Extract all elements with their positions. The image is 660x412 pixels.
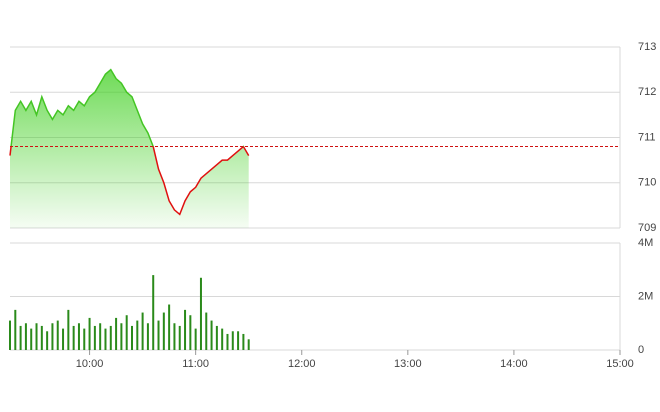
price-line-above: [10, 68, 245, 147]
volume-bar: [19, 325, 22, 350]
volume-bar: [93, 325, 96, 350]
volume-bar: [173, 323, 176, 350]
volume-bar: [56, 320, 59, 350]
volume-bar: [215, 325, 218, 350]
volume-bar: [131, 325, 133, 350]
volume-bar: [120, 323, 123, 350]
volume-bar: [184, 309, 187, 350]
volume-bar: [205, 312, 208, 350]
volume-bar: [35, 323, 38, 350]
x-tick-label: 11:00: [182, 358, 209, 370]
volume-bar: [178, 325, 181, 350]
x-tick-label: 13:00: [394, 358, 422, 370]
y-tick-label: 711: [638, 131, 656, 143]
volume-bar: [226, 333, 229, 350]
volume-bar: [141, 312, 144, 350]
volume-bar: [168, 304, 171, 350]
volume-bar: [67, 309, 70, 350]
volume-bar: [83, 328, 86, 350]
volume-bar: [104, 328, 107, 350]
x-tick-label: 14:00: [500, 358, 528, 370]
volume-bar: [146, 323, 149, 350]
volume-bar: [152, 275, 155, 350]
price-line-below: [9, 146, 250, 216]
volume-bar: [237, 331, 240, 350]
volume-bar: [157, 320, 160, 350]
y-tick-label: 710: [638, 177, 656, 189]
volume-bar: [199, 277, 202, 350]
volume-bar: [221, 328, 224, 350]
volume-bar: [24, 323, 27, 350]
price-area: [10, 69, 249, 228]
y-tick-label: 0: [638, 344, 644, 356]
y-tick-label: 712: [638, 86, 656, 98]
volume-bar: [136, 320, 139, 350]
volume-bar: [125, 315, 128, 350]
volume-bar: [77, 323, 80, 350]
volume-bar: [14, 309, 17, 350]
volume-bar: [189, 315, 192, 350]
volume-bar: [231, 331, 234, 350]
volume-bar: [247, 339, 250, 350]
volume-bar: [194, 328, 197, 350]
volume-bar: [30, 328, 33, 350]
volume-bar: [62, 328, 65, 350]
volume-bar: [99, 323, 102, 350]
volume-bar: [88, 317, 91, 350]
volume-bar: [162, 312, 165, 350]
x-tick-label: 12:00: [288, 358, 316, 370]
y-tick-label: 709: [638, 222, 656, 234]
volume-bar: [72, 325, 75, 350]
volume-bar: [40, 325, 43, 350]
volume-bar: [115, 317, 118, 350]
volume-bar: [109, 325, 112, 350]
y-tick-label: 2M: [638, 290, 653, 302]
x-tick-label: 10:00: [76, 358, 104, 370]
volume-bar: [210, 320, 213, 350]
volume-bar: [51, 323, 54, 350]
volume-bar: [9, 320, 11, 350]
volume-bar: [46, 331, 49, 350]
x-tick-label: 15:00: [606, 358, 634, 370]
y-tick-label: 4M: [638, 237, 653, 249]
volume-bar: [242, 333, 245, 350]
y-tick-label: 713: [638, 41, 656, 53]
